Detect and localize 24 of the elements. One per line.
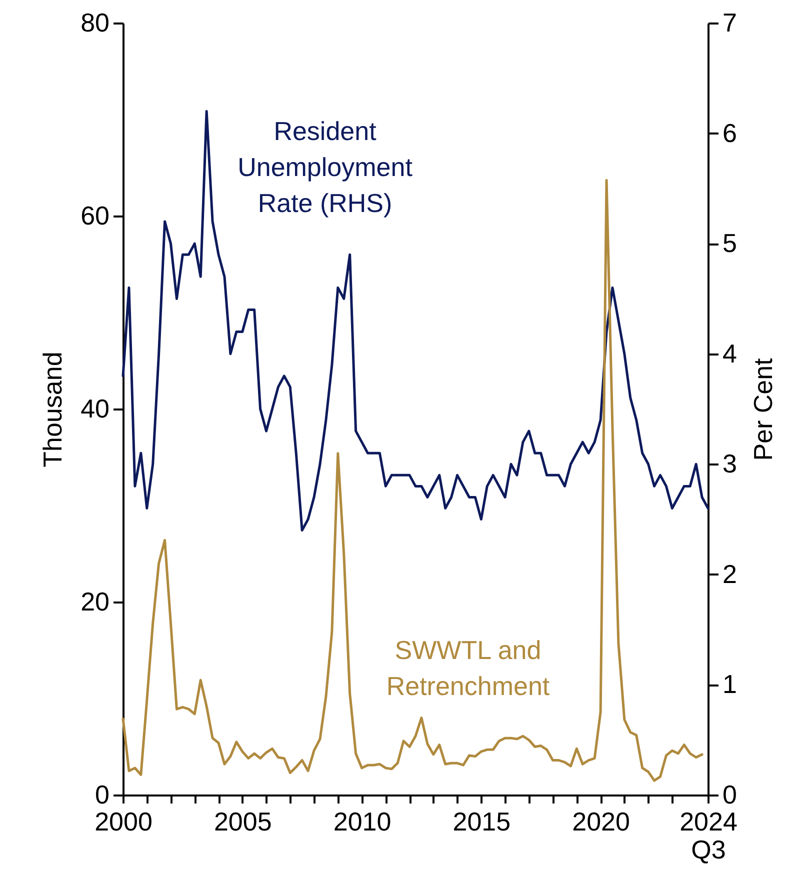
y2-tick-label: 4 bbox=[722, 338, 737, 368]
y2-tick-label: 0 bbox=[722, 780, 737, 810]
x-tick-label: 2005 bbox=[214, 806, 272, 836]
y-tick-label: 0 bbox=[95, 780, 110, 810]
y-tick-label: 60 bbox=[80, 200, 110, 230]
y-axis-title: Thousand bbox=[38, 352, 68, 468]
x-tick-label: 2010 bbox=[333, 806, 392, 836]
x-tick-label: 2015 bbox=[452, 806, 511, 836]
y2-tick-label: 1 bbox=[722, 669, 737, 700]
series-label: SWWTL and Retrenchment bbox=[386, 635, 550, 701]
y2-tick-label: 6 bbox=[722, 118, 737, 148]
y-tick-label: 80 bbox=[80, 8, 110, 38]
y2-tick-label: 5 bbox=[722, 228, 737, 258]
line-series bbox=[122, 110, 710, 532]
y2-tick-label: 7 bbox=[722, 8, 737, 38]
x-tick-label: 2000 bbox=[94, 806, 152, 836]
y-tick-label: 40 bbox=[80, 394, 110, 424]
y2-axis-title: Per Cent bbox=[748, 357, 778, 461]
y2-tick-label: 3 bbox=[722, 448, 737, 479]
series-label: Resident Unemployment Rate (RHS) bbox=[238, 116, 414, 218]
y2-tick-label: 2 bbox=[722, 558, 737, 589]
x-tick-label: 2024 Q3 bbox=[680, 806, 738, 864]
x-tick-label: 2020 bbox=[572, 806, 630, 836]
y-tick-label: 20 bbox=[80, 586, 110, 616]
